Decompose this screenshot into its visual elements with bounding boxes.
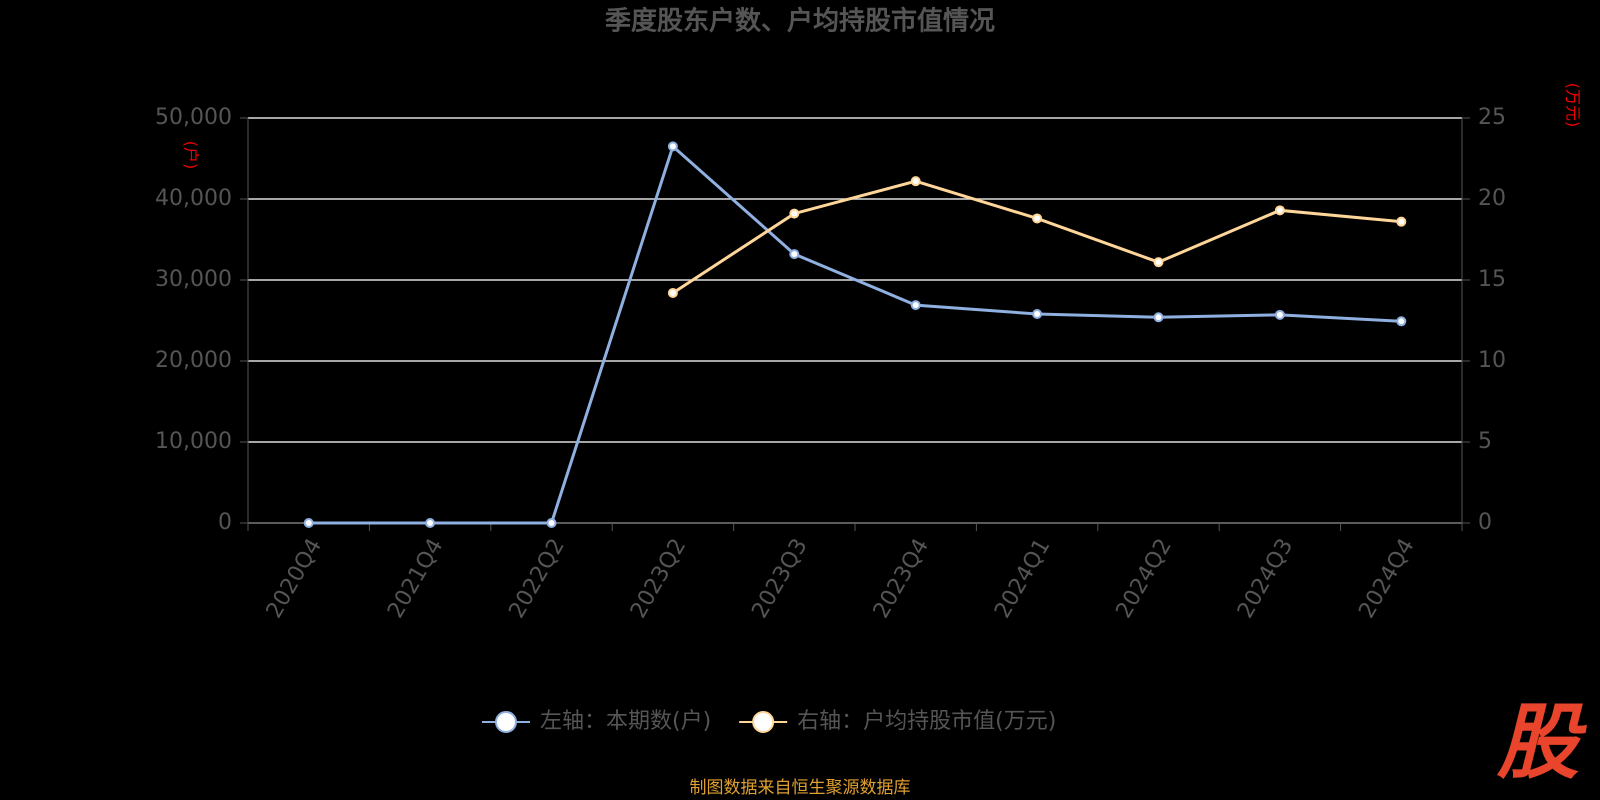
data-point	[789, 249, 800, 260]
data-point	[425, 518, 436, 528]
series-line	[308, 143, 1402, 525]
x-tick-label: 2021Q4	[383, 535, 448, 623]
data-point	[1032, 213, 1043, 224]
data-point	[1032, 309, 1043, 320]
y-tick-label: 0	[218, 510, 232, 535]
legend-marker	[495, 711, 517, 733]
x-tick-label: 2024Q2	[1112, 535, 1177, 623]
data-point	[1153, 312, 1164, 323]
source-note: 制图数据来自恒生聚源数据库	[690, 778, 911, 798]
x-tick-label: 2020Q4	[262, 535, 327, 623]
data-point	[303, 518, 314, 528]
data-point	[1274, 205, 1285, 216]
x-tick-label: 2024Q3	[1233, 535, 1298, 623]
y-tick-label: 10,000	[155, 429, 232, 454]
y2-tick-label: 10	[1478, 348, 1506, 373]
data-point	[667, 287, 678, 298]
y2-tick-label: 5	[1478, 429, 1492, 454]
data-point	[910, 300, 921, 311]
y2-tick-label: 25	[1478, 105, 1506, 130]
data-point	[667, 141, 678, 152]
y-tick-label: 20,000	[155, 348, 232, 373]
x-tick-label: 2023Q4	[869, 535, 934, 623]
y2-tick-label: 15	[1478, 267, 1506, 292]
data-point	[1274, 309, 1285, 320]
data-point	[789, 208, 800, 219]
series-line	[672, 179, 1402, 295]
data-point	[1153, 257, 1164, 268]
y2-tick-label: 20	[1478, 186, 1506, 211]
data-point	[910, 176, 921, 187]
x-tick-label: 2024Q1	[990, 535, 1055, 623]
chart-title: 季度股东户数、户均持股市值情况	[605, 6, 995, 37]
data-point	[1396, 216, 1407, 227]
y-axis-label: (户)	[182, 141, 201, 170]
legend-label: 右轴：户均持股市值(万元)	[797, 709, 1056, 734]
x-tick-label: 2022Q2	[505, 535, 570, 623]
y-tick-label: 50,000	[155, 105, 232, 130]
x-tick-label: 2023Q3	[747, 535, 812, 623]
data-point	[546, 518, 557, 528]
y2-tick-label: 0	[1478, 510, 1492, 535]
y-tick-label: 30,000	[155, 267, 232, 292]
watermark: 股	[1496, 695, 1587, 790]
data-point	[1396, 316, 1407, 327]
legend-label: 左轴：本期数(户)	[540, 709, 711, 734]
y2-axis-label: (万元)	[1564, 83, 1583, 128]
y-tick-label: 40,000	[155, 186, 232, 211]
x-tick-label: 2023Q2	[626, 535, 691, 623]
x-tick-label: 2024Q4	[1354, 535, 1419, 623]
legend-marker	[752, 711, 775, 733]
